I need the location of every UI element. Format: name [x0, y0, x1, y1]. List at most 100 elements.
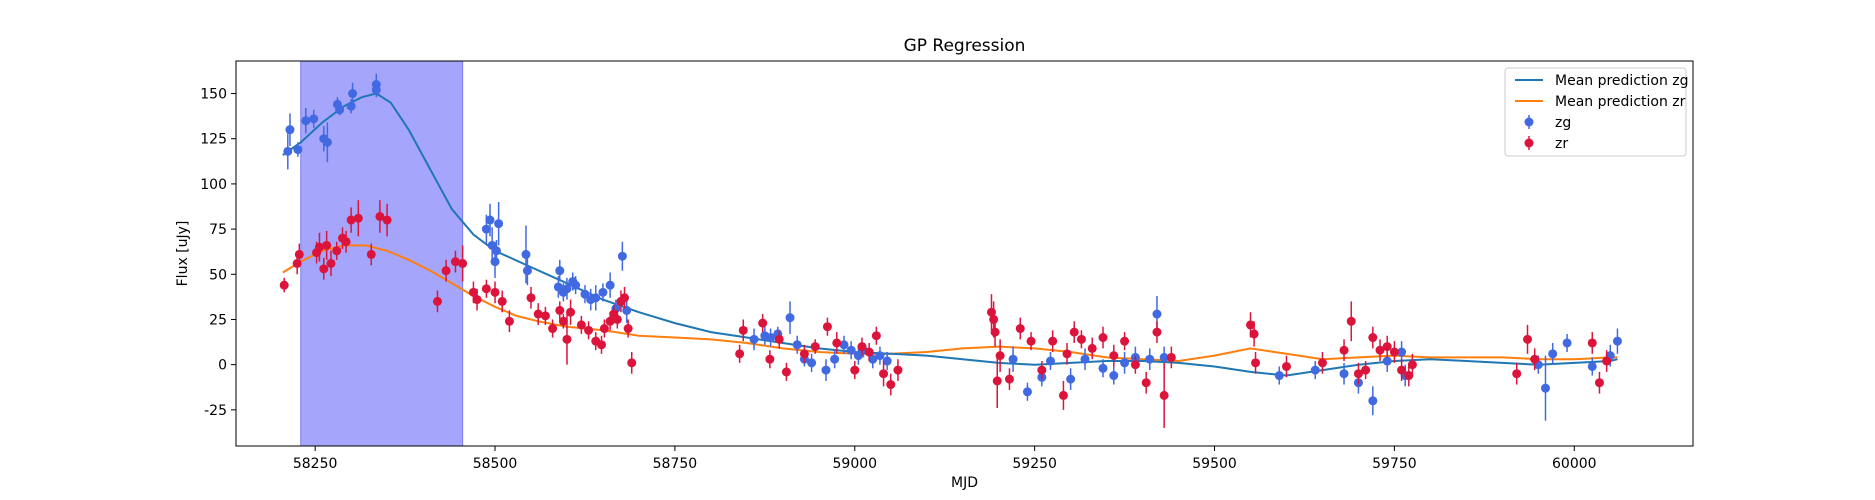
zr-point — [533, 309, 543, 319]
zr-point — [322, 240, 332, 250]
zg-point — [846, 345, 856, 355]
chart-title: GP Regression — [904, 36, 1026, 56]
legend-label-zg-mean: Mean prediction zg — [1555, 73, 1689, 89]
zr-point — [1004, 374, 1014, 384]
legend-label-zg: zg — [1555, 115, 1571, 131]
zr-point — [810, 342, 820, 352]
zg-point — [1548, 349, 1558, 359]
zg-point — [285, 125, 295, 135]
zr-point — [292, 258, 302, 268]
zr-point — [1087, 343, 1097, 353]
zr-point — [995, 351, 1005, 361]
zg-point — [807, 358, 817, 368]
zr-point — [490, 287, 500, 297]
zg-point — [1120, 358, 1130, 368]
zr-point — [864, 347, 874, 357]
x-tick-label: 59750 — [1372, 456, 1417, 472]
zg-point — [309, 114, 319, 124]
zg-point — [494, 219, 504, 229]
y-tick-label: 0 — [218, 358, 227, 374]
zr-point — [1587, 338, 1597, 348]
zg-point — [1274, 371, 1284, 381]
zr-point — [850, 365, 860, 375]
zr-point — [990, 327, 1000, 337]
zg-point — [605, 280, 615, 290]
series-line-mean-prediction-zg — [282, 92, 1618, 377]
zr-point — [314, 242, 324, 252]
x-tick-label: 59500 — [1192, 456, 1237, 472]
zr-point — [597, 340, 607, 350]
zr-point — [1058, 390, 1068, 400]
zr-point — [504, 316, 514, 326]
zg-point — [283, 146, 293, 156]
zg-point — [839, 340, 849, 350]
zr-point — [450, 257, 460, 267]
zg-point — [1045, 356, 1055, 366]
legend-swatch-zr-marker — [1524, 136, 1534, 150]
zg-point — [1098, 363, 1108, 373]
zr-point — [612, 314, 622, 324]
zg-point — [521, 249, 531, 259]
y-tick-label: -25 — [204, 403, 227, 419]
zg-point — [1612, 336, 1622, 346]
y-tick-label: 125 — [200, 132, 227, 148]
zr-point — [432, 296, 442, 306]
zg-point — [1382, 356, 1392, 366]
zr-point — [1594, 378, 1604, 388]
zr-point — [627, 358, 637, 368]
zg-point — [1339, 369, 1349, 379]
zr-point — [1251, 358, 1261, 368]
zg-point — [348, 89, 358, 99]
zr-point — [375, 211, 385, 221]
zr-point — [1404, 371, 1414, 381]
zr-point — [1026, 336, 1036, 346]
x-tick-label: 59000 — [833, 456, 878, 472]
zg-point — [580, 289, 590, 299]
zr-point — [620, 293, 630, 303]
zg-point — [562, 284, 572, 294]
zr-point — [279, 280, 289, 290]
zr-point — [1602, 356, 1612, 366]
zr-point — [765, 354, 775, 364]
zg-point — [555, 266, 565, 276]
zr-point — [458, 258, 468, 268]
x-axis-label: MJD — [951, 475, 978, 491]
zg-point — [1109, 371, 1119, 381]
zr-point — [1159, 390, 1169, 400]
zr-point — [576, 320, 586, 330]
zg-point — [1562, 338, 1572, 348]
series-line-mean-prediction-zr — [282, 244, 1618, 363]
zr-point — [562, 334, 572, 344]
zr-point — [1346, 316, 1356, 326]
x-tick-label: 58750 — [653, 456, 698, 472]
zg-point — [617, 251, 627, 261]
zg-point — [875, 351, 885, 361]
y-tick-label: 50 — [209, 267, 227, 283]
zr-point — [1141, 378, 1151, 388]
zg-point — [491, 246, 501, 256]
zr-point — [735, 349, 745, 359]
zr-point — [822, 322, 832, 332]
legend-label-zr: zr — [1555, 136, 1568, 152]
zr-point — [1109, 351, 1119, 361]
zr-point — [1015, 324, 1025, 334]
zr-point — [605, 316, 615, 326]
legend: Mean prediction zg Mean prediction zr zg… — [1504, 67, 1689, 157]
zg-point — [335, 105, 345, 115]
zr-point — [599, 324, 609, 334]
zr-point — [1361, 365, 1371, 375]
zr-point — [1281, 361, 1291, 371]
zr-point — [472, 295, 482, 305]
zr-point — [774, 334, 784, 344]
zr-point — [526, 293, 536, 303]
zr-point — [441, 266, 451, 276]
zg-point — [882, 356, 892, 366]
zr-point — [1069, 327, 1079, 337]
zg-point — [1152, 309, 1162, 319]
zr-point — [382, 215, 392, 225]
zg-point — [1066, 374, 1076, 384]
legend-box — [1504, 67, 1687, 157]
zr-point — [1130, 360, 1140, 370]
legend-swatch-zg-marker — [1524, 115, 1534, 129]
zr-point — [871, 331, 881, 341]
